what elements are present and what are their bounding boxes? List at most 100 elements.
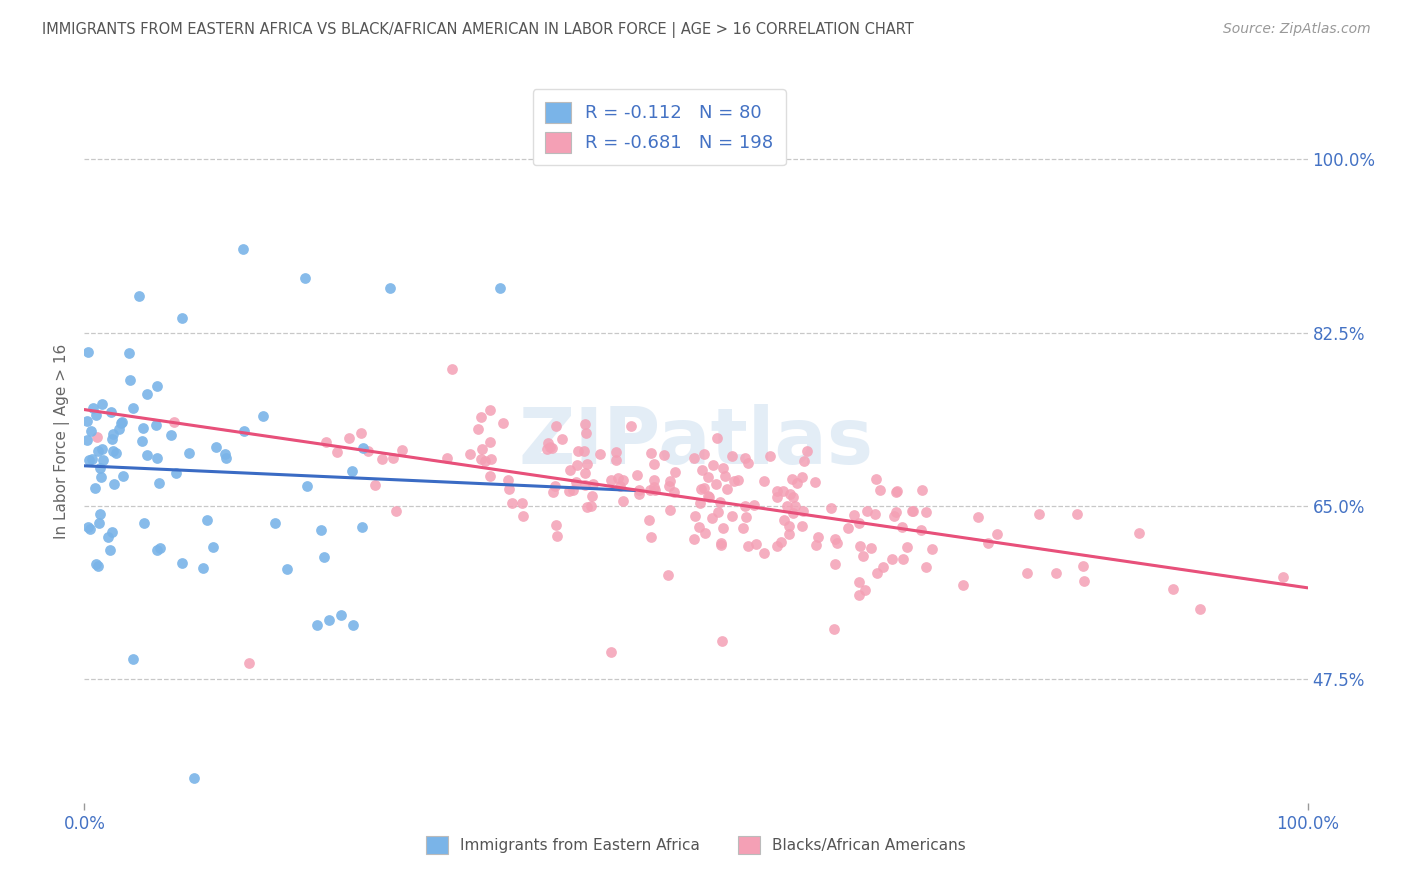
Point bbox=[121, 401, 143, 415]
Point bbox=[852, 549, 875, 563]
Point bbox=[89, 460, 111, 475]
Point bbox=[305, 617, 328, 632]
Point bbox=[101, 524, 124, 539]
Point bbox=[76, 414, 98, 428]
Point bbox=[699, 490, 721, 504]
Point bbox=[172, 556, 194, 570]
Point bbox=[766, 539, 789, 553]
Point bbox=[735, 510, 758, 524]
Point bbox=[136, 448, 159, 462]
Point bbox=[742, 498, 765, 512]
Point bbox=[866, 566, 889, 580]
Point bbox=[638, 483, 661, 497]
Point bbox=[195, 513, 218, 527]
Point bbox=[643, 473, 665, 487]
Point bbox=[884, 505, 907, 519]
Point bbox=[149, 541, 172, 555]
Point bbox=[657, 567, 679, 582]
Point bbox=[470, 410, 492, 425]
Point bbox=[350, 425, 373, 440]
Point bbox=[581, 489, 603, 503]
Point bbox=[612, 494, 634, 508]
Point bbox=[796, 443, 818, 458]
Point bbox=[824, 557, 846, 571]
Point bbox=[382, 450, 405, 465]
Point bbox=[112, 468, 135, 483]
Point bbox=[733, 521, 755, 535]
Point bbox=[163, 415, 186, 429]
Point bbox=[496, 473, 519, 487]
Point bbox=[643, 457, 665, 471]
Point bbox=[914, 560, 936, 574]
Point bbox=[145, 418, 167, 433]
Point bbox=[111, 415, 134, 429]
Point bbox=[77, 520, 100, 534]
Point bbox=[778, 527, 800, 541]
Point bbox=[609, 479, 631, 493]
Point bbox=[385, 504, 408, 518]
Point bbox=[727, 473, 749, 487]
Point bbox=[627, 483, 650, 497]
Point bbox=[786, 476, 808, 491]
Point bbox=[135, 386, 157, 401]
Point bbox=[364, 478, 387, 492]
Point bbox=[100, 405, 122, 419]
Point bbox=[890, 520, 912, 534]
Point bbox=[711, 520, 734, 534]
Point bbox=[692, 463, 714, 477]
Point bbox=[546, 419, 568, 434]
Point bbox=[575, 457, 598, 471]
Point bbox=[238, 656, 260, 670]
Point bbox=[172, 310, 194, 325]
Point bbox=[721, 449, 744, 463]
Point bbox=[855, 504, 877, 518]
Point bbox=[536, 442, 558, 456]
Point bbox=[146, 450, 169, 465]
Point bbox=[352, 441, 374, 455]
Point bbox=[734, 500, 756, 514]
Point bbox=[146, 379, 169, 393]
Point bbox=[232, 242, 254, 256]
Point bbox=[643, 480, 665, 494]
Text: Source: ZipAtlas.com: Source: ZipAtlas.com bbox=[1223, 22, 1371, 37]
Point bbox=[734, 450, 756, 465]
Point bbox=[710, 634, 733, 648]
Point bbox=[896, 540, 918, 554]
Point bbox=[544, 517, 567, 532]
Point bbox=[1028, 507, 1050, 521]
Point bbox=[91, 453, 114, 467]
Point bbox=[491, 416, 513, 430]
Point bbox=[716, 482, 738, 496]
Point bbox=[628, 486, 651, 500]
Point bbox=[177, 446, 200, 460]
Point bbox=[804, 538, 827, 552]
Point bbox=[600, 645, 623, 659]
Point bbox=[214, 447, 236, 461]
Point bbox=[588, 447, 610, 461]
Point bbox=[638, 513, 661, 527]
Point bbox=[86, 557, 108, 571]
Point bbox=[83, 481, 105, 495]
Point bbox=[682, 450, 704, 465]
Point bbox=[337, 431, 360, 445]
Point bbox=[921, 542, 943, 557]
Point bbox=[605, 445, 627, 459]
Point bbox=[264, 516, 287, 530]
Point bbox=[98, 542, 121, 557]
Point bbox=[108, 422, 131, 436]
Point bbox=[700, 511, 723, 525]
Point bbox=[357, 444, 380, 458]
Point bbox=[737, 456, 759, 470]
Point bbox=[848, 516, 870, 530]
Point bbox=[77, 345, 100, 359]
Point bbox=[100, 432, 122, 446]
Point bbox=[551, 432, 574, 446]
Point bbox=[1066, 508, 1088, 522]
Point bbox=[103, 477, 125, 491]
Point bbox=[87, 559, 110, 574]
Point bbox=[128, 288, 150, 302]
Point bbox=[820, 501, 842, 516]
Point bbox=[79, 424, 101, 438]
Point bbox=[183, 771, 205, 785]
Point bbox=[546, 529, 568, 543]
